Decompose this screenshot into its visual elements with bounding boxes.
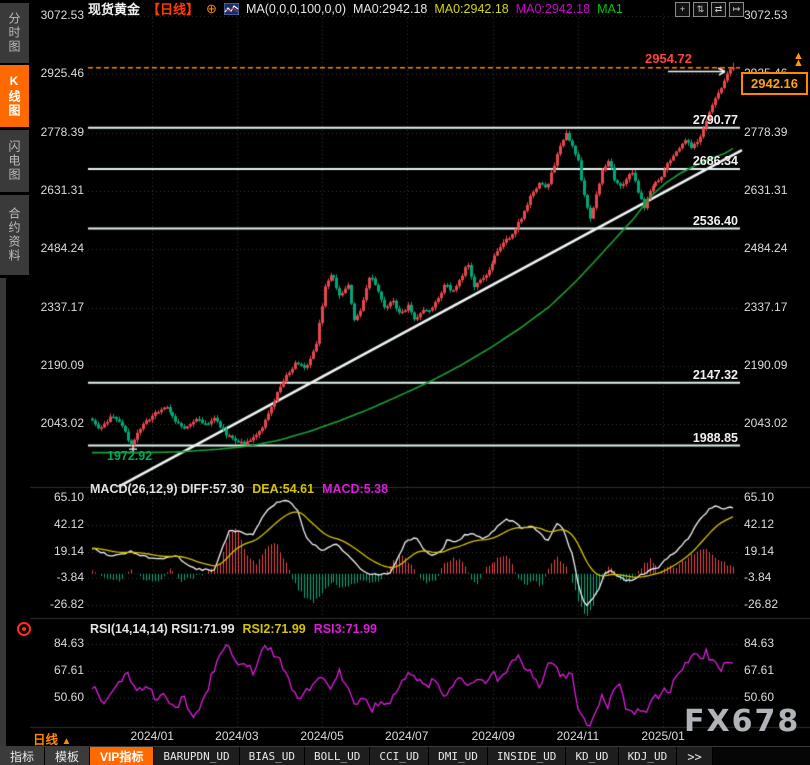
tab-bias-ud[interactable]: BIAS_UD (239, 747, 305, 765)
ma0-magenta-value: MA0:2942.18 (515, 1, 591, 16)
tab-inside-ud[interactable]: INSIDE_UD (487, 747, 567, 765)
tab-kdj-ud[interactable]: KDJ_UD (618, 747, 678, 765)
axis-zoom-vertical-icon[interactable]: ⇅ (693, 2, 708, 17)
crosshair-icon[interactable]: + (675, 2, 690, 17)
tab-模板[interactable]: 模板 (45, 747, 91, 765)
ma-origin-annotation: 1972.92 (107, 449, 153, 463)
ma0-white-value: MA0:2942.18 (353, 1, 428, 16)
rsi-header: RSI(14,14,14) RSI1:71.99 RSI2:71.99 RSI3… (90, 622, 377, 636)
tab-dmi-ud[interactable]: DMI_UD (429, 747, 488, 765)
macd-params-value: MACD(26,12,9) DIFF:57.30 (90, 482, 245, 496)
sidebar: 分时图 K线图闪电图合约资料 (0, 0, 29, 765)
symbol-title: 现货黄金 (88, 2, 141, 17)
detach-window-icon[interactable]: ↦ (729, 2, 744, 17)
period-tag[interactable]: 【日线】 (147, 2, 200, 17)
sidebar-item-2[interactable]: K线图 (0, 65, 29, 127)
indicator-alert-icon[interactable] (17, 622, 31, 636)
indicator-tab-bar: 指标 模板 VIP指标 BARUPDN_UD BIAS_UD BOLL_UD CCI_UD D… (0, 746, 810, 765)
chart-icon[interactable] (223, 2, 239, 15)
macd-header: MACD(26,12,9) DIFF:57.30 DEA:54.61 MACD:… (90, 482, 388, 496)
tab-barupdn-ud[interactable]: BARUPDN_UD (154, 747, 240, 765)
tab-cci-ud[interactable]: CCI_UD (370, 747, 430, 765)
rsi2-value: RSI2:71.99 (242, 622, 306, 636)
current-price-badge: 2942.16 (741, 72, 808, 95)
price-up-arrow-icon: ▲ ▲ (793, 50, 804, 69)
high-price-annotation: 2954.72 (645, 51, 692, 66)
axis-zoom-horizontal-icon[interactable]: ⇄ (711, 2, 726, 17)
timeframe-arrow-icon: ▲ (61, 736, 72, 747)
tab-boll-ud[interactable]: BOLL_UD (304, 747, 371, 765)
expand-icon[interactable]: ⊕ (206, 0, 217, 16)
sidebar-rail (0, 278, 6, 746)
tab-vip指标[interactable]: VIP指标 (90, 747, 155, 765)
timeframe-label: 日线 (33, 733, 59, 747)
sidebar-item-3[interactable]: 闪电图 (0, 130, 29, 192)
macd-dea-value: DEA:54.61 (252, 482, 315, 496)
chart-header: 现货黄金 【日线】 ⊕ MA(0,0,0,100,0,0) MA0:2942.1… (88, 0, 623, 18)
rsi-params-value: RSI(14,14,14) RSI1:71.99 (90, 622, 235, 636)
macd-macd-value: MACD:5.38 (322, 482, 389, 496)
ma0-yellow-value: MA0:2942.18 (434, 1, 509, 16)
sidebar-item-4[interactable]: 合约资料 (0, 195, 29, 275)
ma-function-label: MA(0,0,0,100,0,0) (245, 1, 346, 16)
chart-toolbar: + ⇅ ⇄ ↦ (675, 2, 744, 17)
timeframe-selector[interactable]: 日线 ▲ (33, 729, 71, 748)
ma1-label: MA1 (597, 1, 623, 16)
rsi3-value: RSI3:71.99 (313, 622, 377, 636)
watermark: FX678 (684, 704, 801, 739)
tab--[interactable]: >> (677, 747, 713, 765)
tab-指标[interactable]: 指标 (0, 747, 46, 765)
tab-kd-ud[interactable]: KD_UD (566, 747, 619, 765)
sidebar-item-1[interactable]: 分时图 (0, 3, 29, 63)
